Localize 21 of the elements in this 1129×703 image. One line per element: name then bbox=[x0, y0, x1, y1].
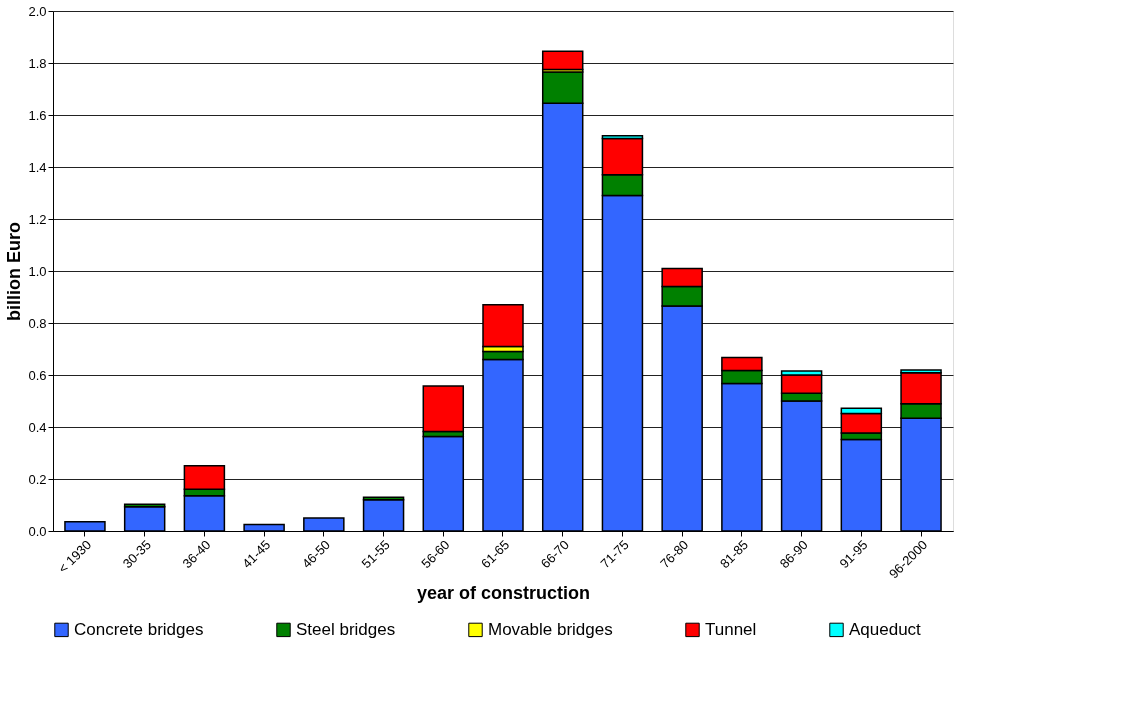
y-tick-label: 0.0 bbox=[28, 523, 47, 539]
legend-label: Movable bridges bbox=[488, 619, 613, 639]
y-tick-label: 0.6 bbox=[28, 367, 47, 383]
y-tick-label: 0.2 bbox=[28, 471, 47, 487]
y-axis-title: billion Euro bbox=[4, 222, 25, 321]
legend-label: Concrete bridges bbox=[74, 619, 204, 639]
bar bbox=[422, 385, 465, 433]
legend-label: Aqueduct bbox=[849, 619, 922, 639]
y-tick-label: 1.0 bbox=[28, 263, 47, 279]
bar bbox=[541, 50, 584, 71]
y-tick-label: 1.2 bbox=[28, 211, 47, 227]
legend-label: Steel bridges bbox=[296, 619, 396, 639]
y-tick-label: 0.8 bbox=[28, 315, 47, 331]
x-axis-title: year of construction bbox=[416, 583, 591, 604]
legend-label: Tunnel bbox=[705, 619, 757, 639]
y-tick-label: 0.4 bbox=[28, 419, 47, 435]
bar bbox=[482, 304, 524, 348]
y-tick-label: 1.6 bbox=[28, 107, 47, 123]
y-tick-label: 2.0 bbox=[28, 3, 47, 19]
y-tick-label: 1.4 bbox=[28, 159, 47, 175]
y-tick-label: 1.8 bbox=[28, 55, 47, 71]
